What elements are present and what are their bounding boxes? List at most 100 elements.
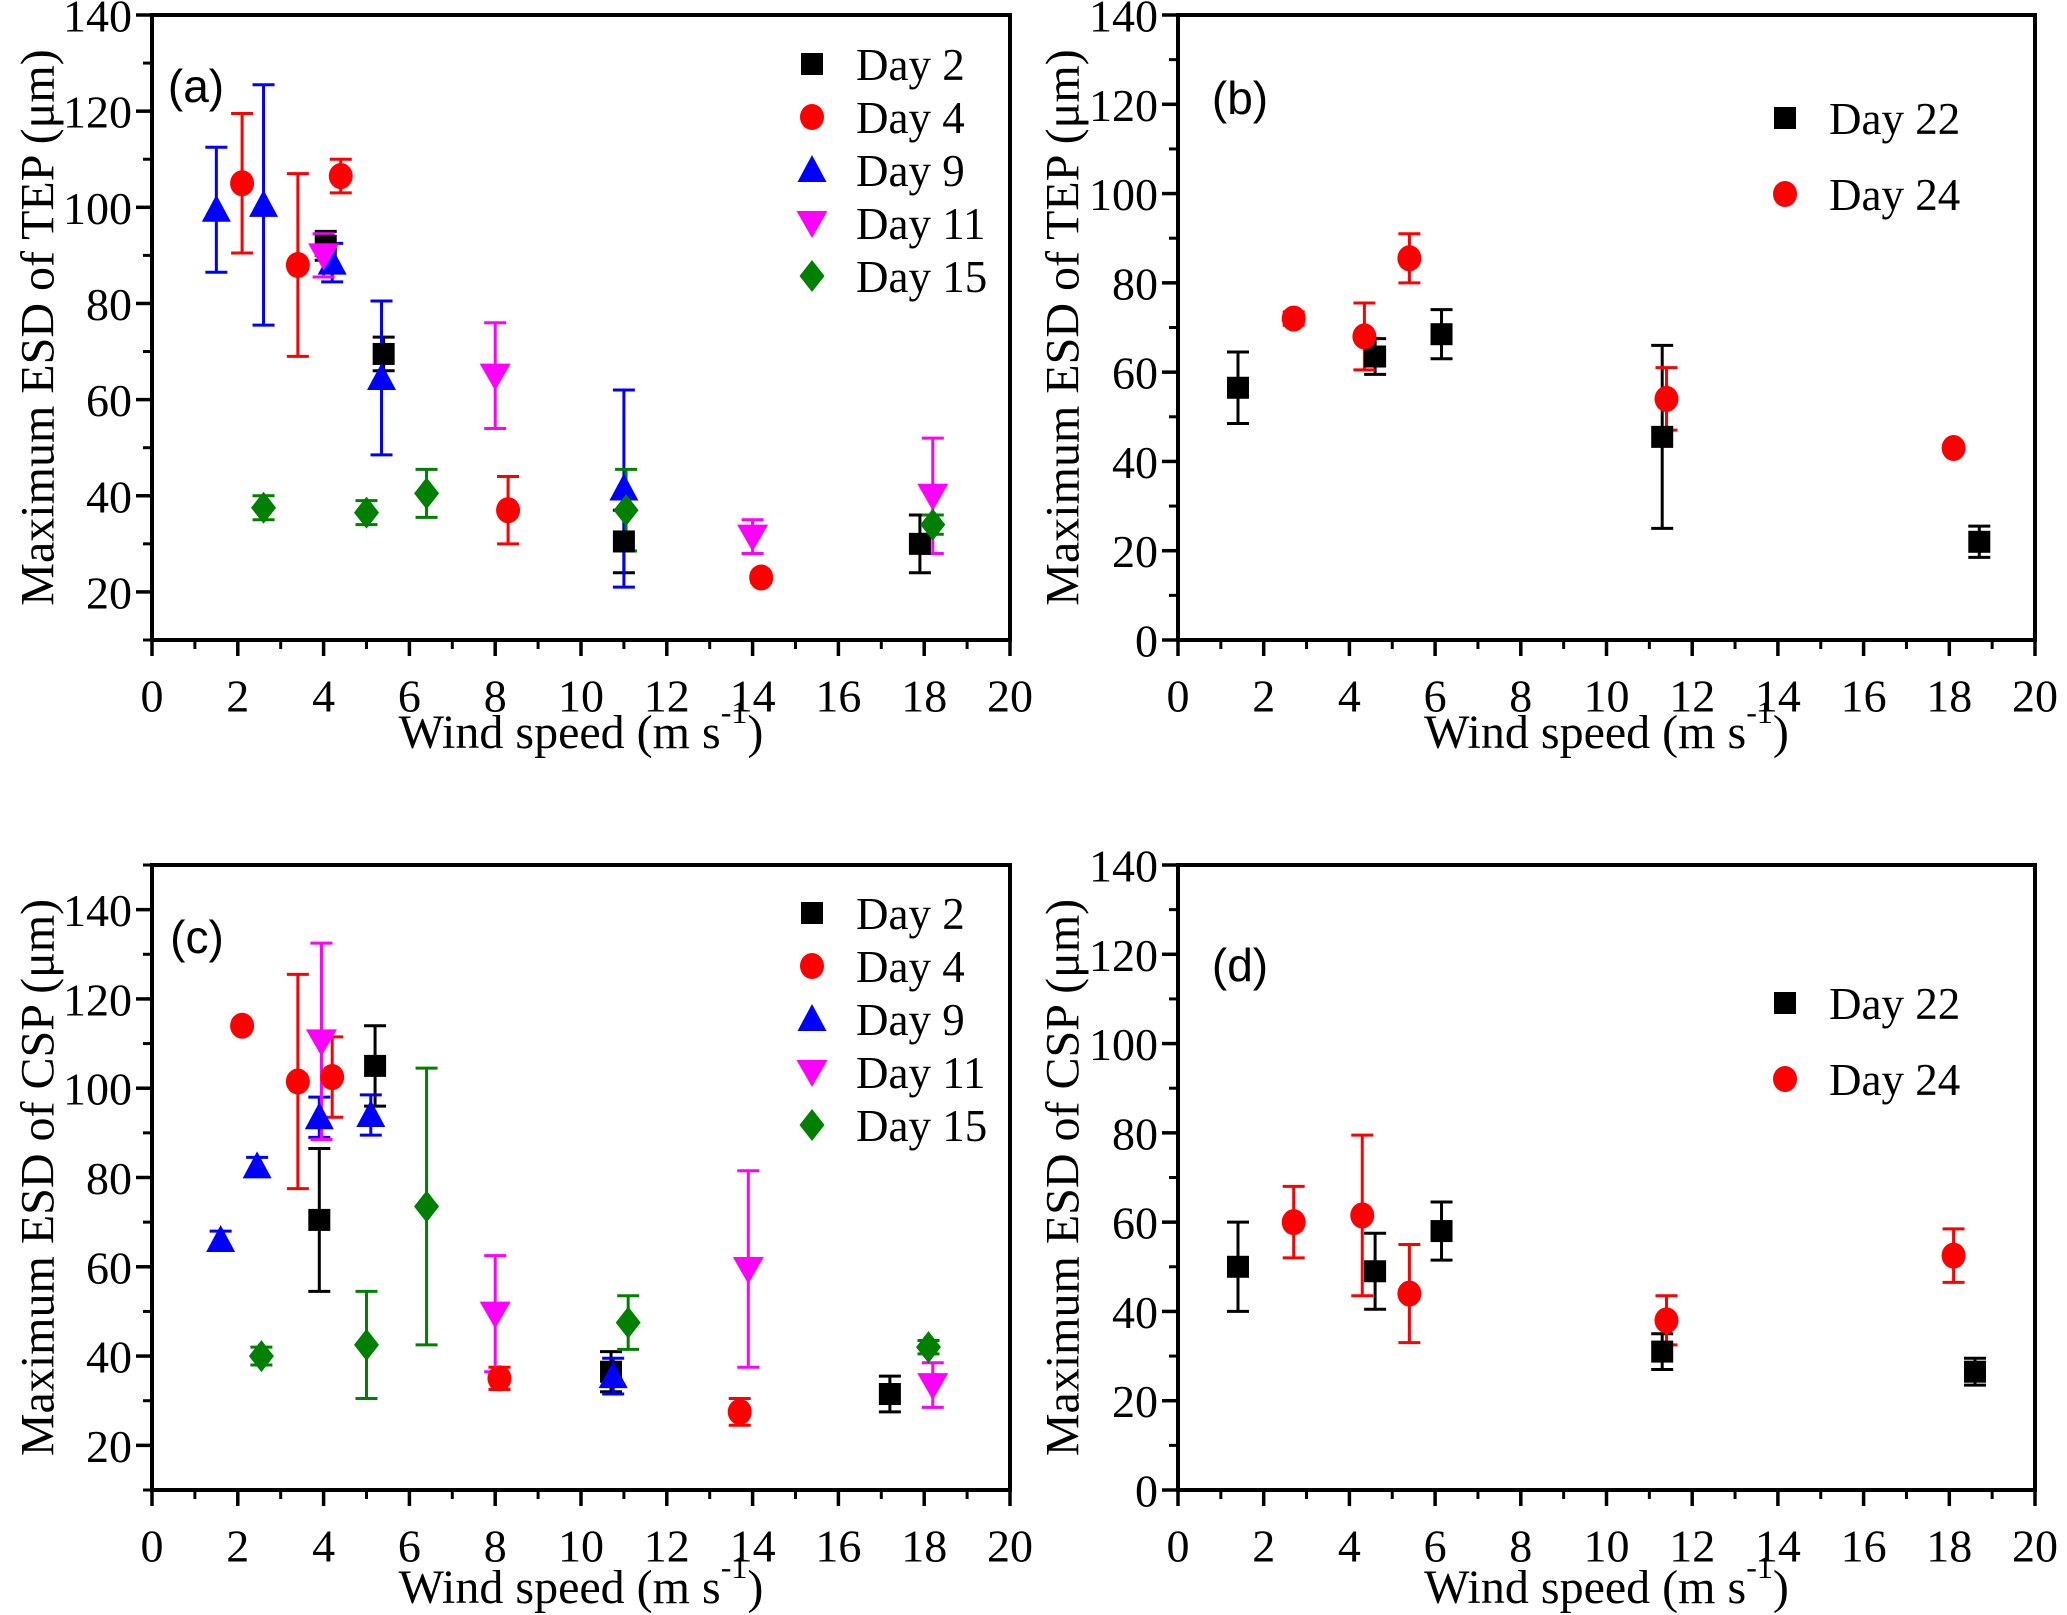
y-tick-label: 60 <box>1112 348 1158 399</box>
error-bars-day-2 <box>308 1024 901 1414</box>
data-point <box>487 1365 512 1392</box>
data-point <box>1350 1202 1375 1229</box>
series-day-11 <box>305 1029 949 1401</box>
data-point <box>206 1225 236 1252</box>
data-point <box>609 473 639 501</box>
x-tick-label: 14 <box>1755 1521 1801 1572</box>
data-point <box>367 362 397 390</box>
data-point <box>230 1012 255 1039</box>
x-axis-title: Wind speed (m s-1) <box>1424 694 1789 759</box>
legend-item-day-2: Day 2 <box>801 889 965 939</box>
data-point <box>732 1257 764 1285</box>
legend-marker-square <box>1774 992 1796 1014</box>
y-tick-label: 20 <box>86 567 132 618</box>
data-point <box>1941 435 1966 462</box>
data-point <box>242 1151 272 1179</box>
x-tick-label: 10 <box>1584 671 1630 722</box>
data-point <box>354 1328 379 1361</box>
y-tick-label: 0 <box>1135 616 1158 667</box>
x-tick-label: 14 <box>730 671 776 722</box>
data-point <box>1397 1280 1422 1307</box>
y-tick-label: 80 <box>86 1153 132 1204</box>
y-tick-label: 0 <box>1135 1466 1158 1517</box>
x-tick-label: 4 <box>312 1521 335 1572</box>
panel-label: (a) <box>168 60 224 112</box>
legend-label: Day 24 <box>1829 170 1960 220</box>
legend-label: Day 4 <box>856 942 965 992</box>
x-tick-label: 12 <box>644 671 690 722</box>
x-tick-label: 6 <box>1424 1521 1447 1572</box>
legend-label: Day 2 <box>856 889 965 939</box>
legend-item-day-22: Day 22 <box>1774 979 1960 1029</box>
x-tick-label: 14 <box>1755 671 1801 722</box>
data-point <box>613 494 639 527</box>
legend-label: Day 22 <box>1829 94 1960 144</box>
legend-label: Day 11 <box>856 199 986 249</box>
x-tick-label: 20 <box>2012 1521 2058 1572</box>
data-point <box>1651 1340 1674 1363</box>
legend-label: Day 9 <box>856 995 965 1045</box>
panel-label: (b) <box>1212 72 1268 124</box>
error-bars-day-24 <box>1282 1133 1965 1347</box>
x-tick-label: 0 <box>141 671 164 722</box>
x-tick-label: 0 <box>1167 1521 1190 1572</box>
x-tick-label: 6 <box>1424 671 1447 722</box>
data-point <box>612 530 635 553</box>
x-tick-label: 2 <box>226 1521 249 1572</box>
legend-label: Day 15 <box>856 252 987 302</box>
y-tick-label: 100 <box>63 1064 132 1115</box>
data-point <box>320 1064 345 1091</box>
data-point <box>1226 376 1249 399</box>
legend-marker-circle <box>800 953 824 979</box>
legend-marker-square <box>801 902 823 924</box>
x-tick-label: 18 <box>1926 671 1972 722</box>
x-tick-label: 10 <box>558 671 604 722</box>
data-point <box>908 532 931 555</box>
legend: Day 22 Day 24 <box>1773 94 1960 220</box>
error-bars-day-9 <box>209 1093 625 1396</box>
legend-marker-circle <box>1773 1066 1797 1092</box>
y-tick-label: 60 <box>86 375 132 426</box>
y-tick-label: 20 <box>1112 1376 1158 1427</box>
data-point <box>414 1190 440 1223</box>
error-bars-day-22 <box>1226 1200 1987 1387</box>
legend-marker-triangle-down <box>796 1060 828 1087</box>
data-point <box>308 1208 331 1231</box>
panel-a-chart: 0 2 4 6 8 10 12 14 16 18 20 20 40 60 80 100 120 140 Wind s… <box>12 0 1034 759</box>
series-day-15 <box>251 477 946 541</box>
data-point <box>737 524 769 552</box>
y-tick-label: 100 <box>1089 1019 1158 1070</box>
data-point <box>1364 345 1387 368</box>
data-point <box>304 1102 334 1130</box>
data-point <box>1654 1307 1679 1334</box>
x-tick-label: 2 <box>226 671 249 722</box>
data-point <box>479 1301 511 1329</box>
data-point <box>915 1331 941 1364</box>
data-point <box>1281 305 1306 332</box>
y-tick-label: 100 <box>63 183 132 234</box>
data-point <box>749 564 774 591</box>
data-point <box>308 243 340 271</box>
x-tick-label: 2 <box>1252 1521 1275 1572</box>
x-axis-title: Wind speed (m s-1) <box>399 694 764 759</box>
error-bars-day-24 <box>1282 232 1678 432</box>
legend-item-day-11: Day 11 <box>796 199 986 249</box>
data-point <box>201 194 231 222</box>
legend-label: Day 22 <box>1829 979 1960 1029</box>
y-tick-label: 140 <box>1089 841 1158 892</box>
data-point <box>1281 1209 1306 1236</box>
plot-border <box>1176 863 2037 1492</box>
data-point <box>372 342 395 365</box>
data-point <box>414 477 440 510</box>
legend-label: Day 15 <box>856 1101 987 1151</box>
legend-marker-diamond <box>799 1109 825 1141</box>
legend-marker-square <box>801 53 823 75</box>
x-tick-label: 20 <box>987 671 1033 722</box>
legend-marker-circle <box>1773 181 1797 207</box>
y-tick-label: 120 <box>63 87 132 138</box>
legend-marker-triangle-up <box>797 155 827 182</box>
series-day-22 <box>1226 323 1991 553</box>
legend-marker-diamond <box>799 260 825 292</box>
